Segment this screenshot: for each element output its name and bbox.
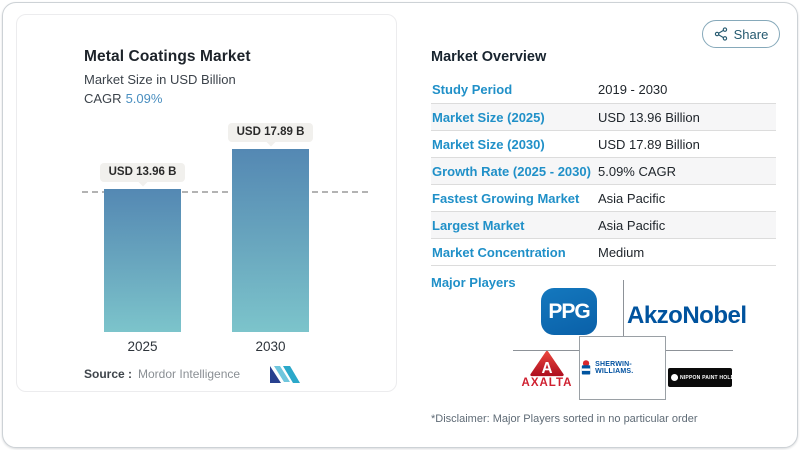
players-divider-horizontal-right [666, 350, 733, 351]
market-overview-table: Study Period 2019 - 2030 Market Size (20… [431, 76, 776, 266]
table-row-market-size-2030: Market Size (2030) USD 17.89 Billion [431, 130, 776, 157]
source-label: Source : [84, 367, 133, 381]
share-button[interactable]: Share [702, 20, 780, 48]
major-players-label: Major Players [431, 275, 516, 290]
chart-panel: Metal Coatings Market Market Size in USD… [16, 14, 397, 392]
market-overview-heading: Market Overview [431, 49, 547, 65]
x-axis-label-2025: 2025 [127, 339, 158, 354]
bar-group-2030: USD 17.89 B [227, 123, 314, 332]
chart-subtitle: Market Size in USD Billion [84, 72, 236, 87]
akzonobel-logo: AkzoNobel [627, 302, 747, 329]
paint-can-icon [581, 360, 591, 375]
major-players-disclaimer: *Disclaimer: Major Players sorted in no … [431, 413, 698, 425]
reference-dashed-line [82, 191, 368, 193]
x-axis-label-2030: 2030 [255, 339, 286, 354]
svg-text:A: A [541, 360, 552, 377]
players-divider-vertical [623, 280, 624, 350]
nippon-paint-holdings-logo: NIPPON PAINT HOLDINGS [668, 368, 747, 387]
source-attribution: Source : Mordor Intelligence [84, 367, 240, 381]
bar-value-label-2025: USD 13.96 B [99, 163, 186, 182]
players-divider-horizontal-left [513, 350, 579, 351]
share-button-label: Share [733, 26, 769, 42]
table-row-study-period: Study Period 2019 - 2030 [432, 82, 668, 97]
axalta-triangle-icon: A [530, 350, 564, 377]
table-row-market-size-2025: Market Size (2025) USD 13.96 Billion [431, 103, 776, 130]
table-row-market-concentration: Market Concentration Medium [431, 238, 776, 265]
axalta-logo: A AXALTA [516, 350, 578, 396]
table-row-growth-rate: Growth Rate (2025 - 2030) 5.09% CAGR [431, 157, 776, 184]
nippon-paint-blob-icon [671, 374, 678, 381]
bar-group-2025: USD 13.96 B [99, 163, 186, 332]
cagr-value: 5.09% [125, 91, 163, 106]
table-row-fastest-growing-market: Fastest Growing Market Asia Pacific [431, 184, 776, 211]
source-value: Mordor Intelligence [138, 367, 241, 381]
share-icon [714, 27, 727, 41]
cagr-label: CAGR [84, 91, 122, 106]
ppg-logo: PPG [541, 288, 597, 335]
bar-2030 [232, 149, 309, 332]
sherwin-williams-logo: SHERWIN-WILLIAMS. [579, 336, 666, 400]
chart-title: Metal Coatings Market [84, 48, 251, 65]
table-row-largest-market: Largest Market Asia Pacific [431, 211, 776, 238]
chart-cagr: CAGR 5.09% [84, 91, 162, 106]
mordor-intelligence-logo-icon [270, 366, 300, 383]
bar-2025 [104, 189, 181, 332]
bar-value-label-2030: USD 17.89 B [227, 123, 314, 142]
